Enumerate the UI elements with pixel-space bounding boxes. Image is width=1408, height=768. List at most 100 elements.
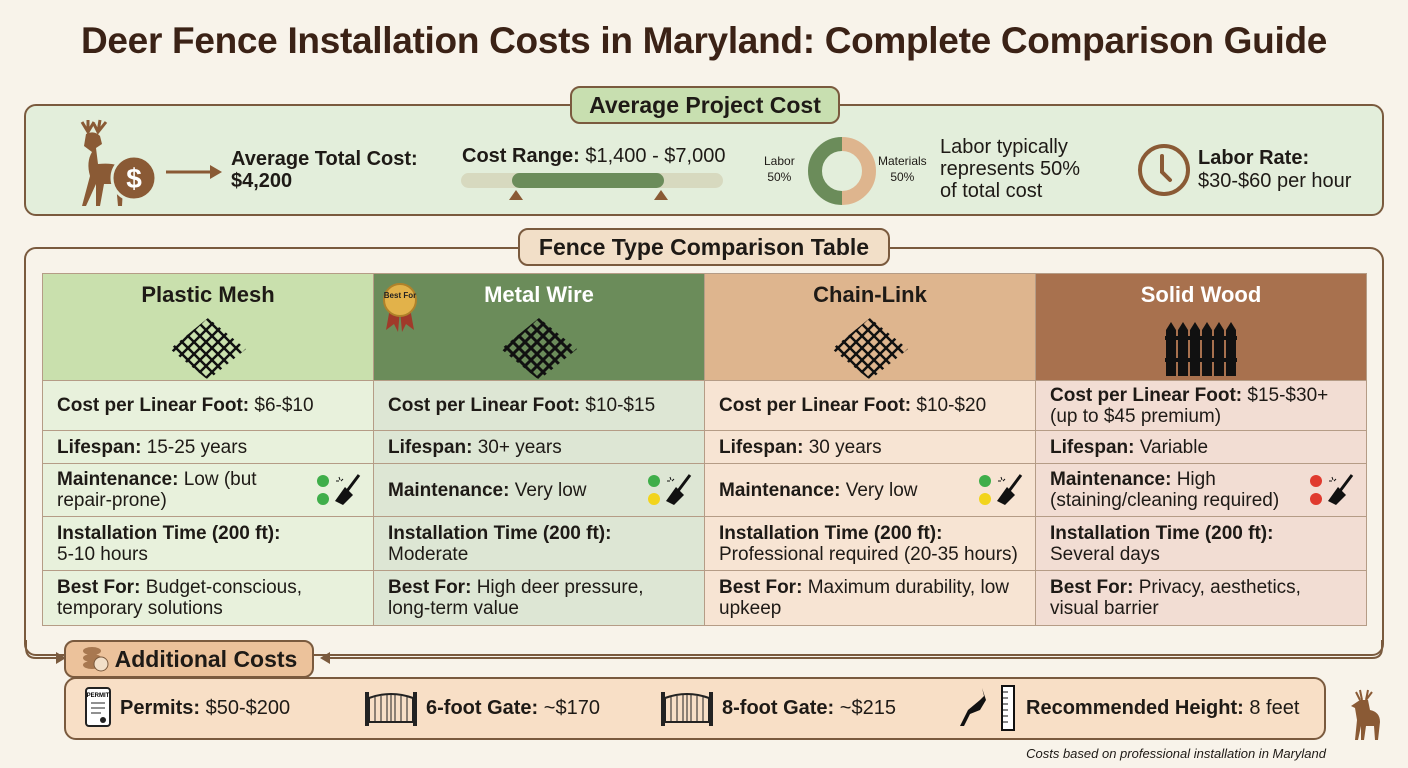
install-value: Moderate xyxy=(388,543,469,565)
gate-8ft-value: ~$215 xyxy=(839,696,896,719)
install-label: Installation Time (200 ft): xyxy=(57,522,281,544)
mesh-fence-icon xyxy=(170,318,246,379)
maintenance-label: Maintenance: xyxy=(719,479,841,501)
column-header-chain-link: Chain-Link xyxy=(704,273,1036,381)
labor-pct: 50% xyxy=(767,170,792,184)
maintenance-label: Maintenance: xyxy=(388,479,510,501)
comparison-tag: Fence Type Comparison Table xyxy=(518,228,890,266)
mesh-fence-icon xyxy=(832,318,908,379)
height-label: Recommended Height: xyxy=(1026,696,1244,719)
column-title: Metal Wire xyxy=(484,282,594,307)
connector-arrow-left xyxy=(25,640,66,664)
materials-pct: 50% xyxy=(890,170,915,184)
additional-costs-panel xyxy=(64,677,1326,740)
labor-slice xyxy=(808,137,843,205)
cost-cell: Cost per Linear Foot: $10-$20 xyxy=(704,380,1036,431)
column-header-plastic-mesh: Plastic Mesh xyxy=(42,273,374,381)
lifespan-cell: Lifespan: 30 years xyxy=(704,430,1036,464)
labor-label: Labor xyxy=(764,154,795,168)
install-value: 5-10 hours xyxy=(57,543,148,565)
broom-icon xyxy=(666,474,692,505)
broom-icon xyxy=(335,474,361,505)
additional-costs-title: Additional Costs xyxy=(114,645,298,672)
maintenance-value: Very low xyxy=(845,479,918,501)
permit-icon: PERMIT xyxy=(85,687,111,727)
best-label: Best For: xyxy=(1050,577,1134,598)
maintenance-indicator xyxy=(317,475,329,505)
deer-dollar-icon: $ xyxy=(80,119,158,206)
clock-icon xyxy=(1138,144,1190,196)
column-title: Solid Wood xyxy=(1140,282,1262,307)
maintenance-indicator xyxy=(1310,475,1322,505)
cost-label: Cost per Linear Foot: xyxy=(388,395,581,416)
range-max-marker xyxy=(654,190,668,200)
best-label: Best For: xyxy=(719,577,803,598)
maintenance-value: High (staining/cleaning required) xyxy=(1050,469,1280,511)
status-dot xyxy=(979,493,991,505)
best-cell: Best For: Privacy, aesthetics, visual ba… xyxy=(1035,570,1367,626)
column-title: Chain-Link xyxy=(813,282,927,307)
cost-cell: Cost per Linear Foot: $15-$30+ (up to $4… xyxy=(1035,380,1367,431)
status-dot xyxy=(1310,493,1322,505)
maintenance-label: Maintenance: xyxy=(1050,469,1172,490)
column-header-metal-wire: Metal Wire Best For xyxy=(373,273,705,381)
lifespan-cell: Lifespan: Variable xyxy=(1035,430,1367,464)
cost-range-value: $1,400 - $7,000 xyxy=(585,145,726,167)
labor-rate-label: Labor Rate: xyxy=(1198,147,1310,169)
column-title: Plastic Mesh xyxy=(141,282,275,307)
lifespan-value: 30+ years xyxy=(477,436,562,458)
materials-label: Materials xyxy=(878,154,927,168)
column-header-solid-wood: Solid Wood xyxy=(1035,273,1367,381)
status-dot xyxy=(317,475,329,487)
lifespan-cell: Lifespan: 15-25 years xyxy=(42,430,374,464)
leaping-deer-ruler-icon xyxy=(960,685,1015,731)
lifespan-value: Variable xyxy=(1139,436,1209,458)
install-label: Installation Time (200 ft): xyxy=(719,522,943,544)
labor-materials-donut xyxy=(808,137,876,205)
cost-label: Cost per Linear Foot: xyxy=(1050,384,1243,406)
page-title: Deer Fence Installation Costs in Marylan… xyxy=(80,20,1328,61)
maintenance-cell: Maintenance: Low (but repair-prone) xyxy=(42,463,374,517)
mesh-fence-icon xyxy=(501,318,577,380)
average-cost-tag: Average Project Cost xyxy=(570,86,840,124)
lifespan-value: 30 years xyxy=(808,436,882,458)
gate-8ft-icon xyxy=(661,692,713,726)
maintenance-label: Maintenance: xyxy=(57,469,179,490)
status-dot xyxy=(1310,475,1322,487)
gate-6ft-label: 6-foot Gate: xyxy=(426,696,539,719)
install-cell: Installation Time (200 ft): Professional … xyxy=(704,516,1036,571)
additional-costs-tag: Additional Costs xyxy=(64,640,314,678)
status-dot xyxy=(648,475,660,487)
permits-value: $50-$200 xyxy=(205,696,291,719)
lifespan-value: 15-25 years xyxy=(146,436,248,458)
best-cell: Best For: Maximum durability, low upkeep xyxy=(704,570,1036,626)
maintenance-indicator xyxy=(979,475,991,505)
install-label: Installation Time (200 ft): xyxy=(388,522,612,544)
arrow-icon xyxy=(166,165,222,179)
lifespan-cell: Lifespan: 30+ years xyxy=(373,430,705,464)
coins-icon xyxy=(82,647,109,672)
fence-comparison-table: Plastic Mesh Metal Wire Best For Chain-Link… xyxy=(42,273,1367,626)
cost-range-label: Cost Range: xyxy=(462,145,580,167)
maintenance-cell: Maintenance: High (staining/cleaning req… xyxy=(1035,463,1367,517)
deer-icon xyxy=(1351,689,1380,740)
cost-value: $15-$30+ (up to $45 premium) xyxy=(1050,384,1329,427)
cost-cell: Cost per Linear Foot: $10-$15 xyxy=(373,380,705,431)
maintenance-value: Low (but repair-prone) xyxy=(57,469,257,511)
best-cell: Best For: Budget-conscious, temporary so… xyxy=(42,570,374,626)
install-cell: Installation Time (200 ft): Moderate xyxy=(373,516,705,571)
status-dot xyxy=(979,475,991,487)
wood-fence-icon xyxy=(1165,322,1237,376)
permit-icon-text: PERMIT xyxy=(87,693,110,699)
cost-cell: Cost per Linear Foot: $6-$10 xyxy=(42,380,374,431)
best-value: Privacy, aesthetics, visual barrier xyxy=(1050,577,1301,619)
cost-range-fill xyxy=(512,173,664,188)
best-label: Best For: xyxy=(388,577,472,598)
cost-value: $10-$15 xyxy=(585,395,656,416)
best-for-badge-text: Best For xyxy=(384,291,416,300)
permits-label: Permits: xyxy=(120,696,201,719)
range-min-marker xyxy=(509,190,523,200)
cost-value: $6-$10 xyxy=(254,395,314,416)
status-dot xyxy=(317,493,329,505)
install-value: Several days xyxy=(1050,543,1160,565)
